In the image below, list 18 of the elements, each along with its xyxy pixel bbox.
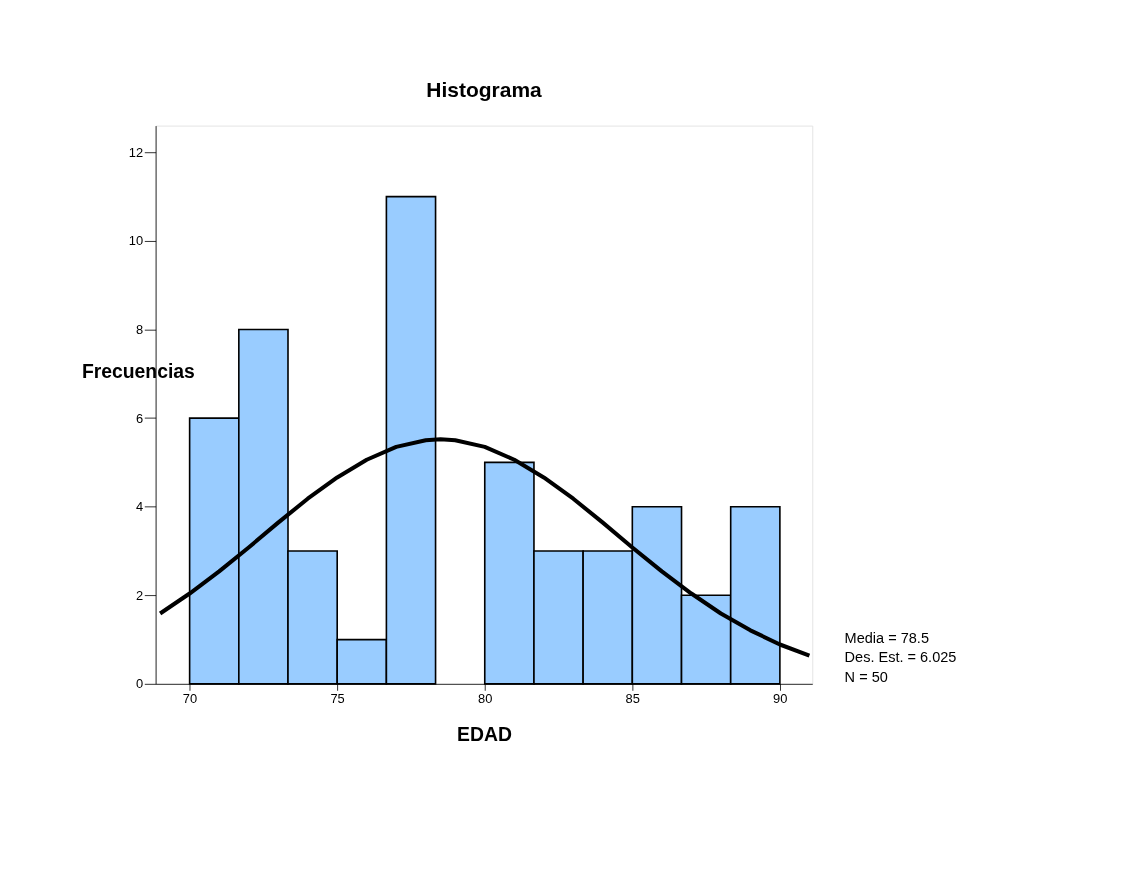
y-tick-label: 12 [128,144,144,160]
y-tick-label: 6 [136,410,144,426]
x-tick-label: 75 [330,690,345,706]
y-tick-label: 0 [136,676,144,692]
x-axis-title: EDAD [457,722,512,745]
text: Media = 78.5 [844,629,929,646]
y-tick-label: 10 [128,233,144,249]
x-tick-label: 90 [773,690,788,706]
text: Des. Est. = 6.025 [844,649,957,666]
y-tick-label: 2 [136,587,144,603]
y-tick-label: 8 [136,321,144,337]
x-tick-label: 80 [477,690,493,706]
text: N = 50 [844,668,888,685]
x-tick-label: 70 [182,690,198,706]
chart-title: Histograma [426,78,543,102]
y-tick-label: 4 [136,499,144,515]
x-tick-label: 85 [625,690,640,706]
y-axis-title: Frecuencias [81,359,195,382]
